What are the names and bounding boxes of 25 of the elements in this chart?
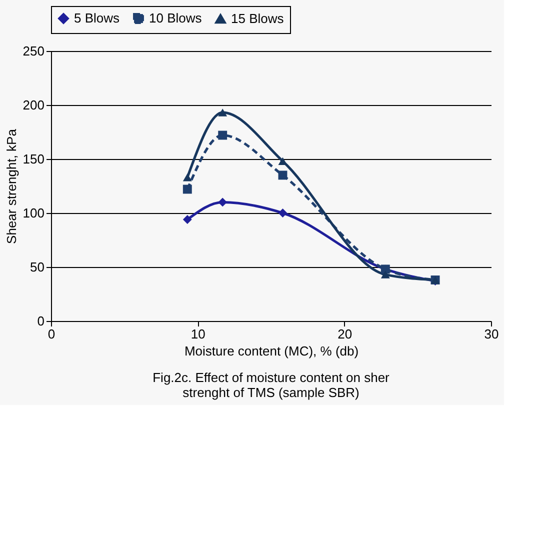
y-tick-label: 50 (30, 260, 44, 274)
caption: Fig.2c. Effect of moisture content on sher strenght of TMS (sample SBR) (152, 370, 390, 400)
x-tick-label: 10 (190, 326, 206, 342)
point (182, 184, 192, 194)
point (380, 270, 390, 278)
legend-label: 5 Blows (74, 10, 120, 26)
y-tick-label: 100 (22, 206, 44, 220)
point (218, 108, 228, 116)
legend-label: 10 Blows (149, 10, 202, 26)
point (278, 208, 288, 218)
y-axis-title: Shear strenght, kPa (4, 128, 19, 244)
x-tick-label: 0 (48, 326, 56, 342)
point (182, 215, 192, 224)
x-tick-label: 20 (338, 326, 352, 342)
y-tick-label: 250 (22, 44, 44, 58)
legend-label: 15 Blows (231, 10, 284, 26)
y-tick-label: 0 (37, 314, 44, 328)
x-tick-label: 30 (484, 326, 499, 342)
y-tick-label: 150 (22, 152, 44, 166)
point (278, 170, 288, 180)
point (182, 173, 192, 182)
x-axis-title: Moisture content (MC), % (db) (184, 344, 359, 358)
y-tick-label: 200 (22, 98, 44, 112)
point (218, 198, 228, 207)
point (218, 130, 228, 140)
